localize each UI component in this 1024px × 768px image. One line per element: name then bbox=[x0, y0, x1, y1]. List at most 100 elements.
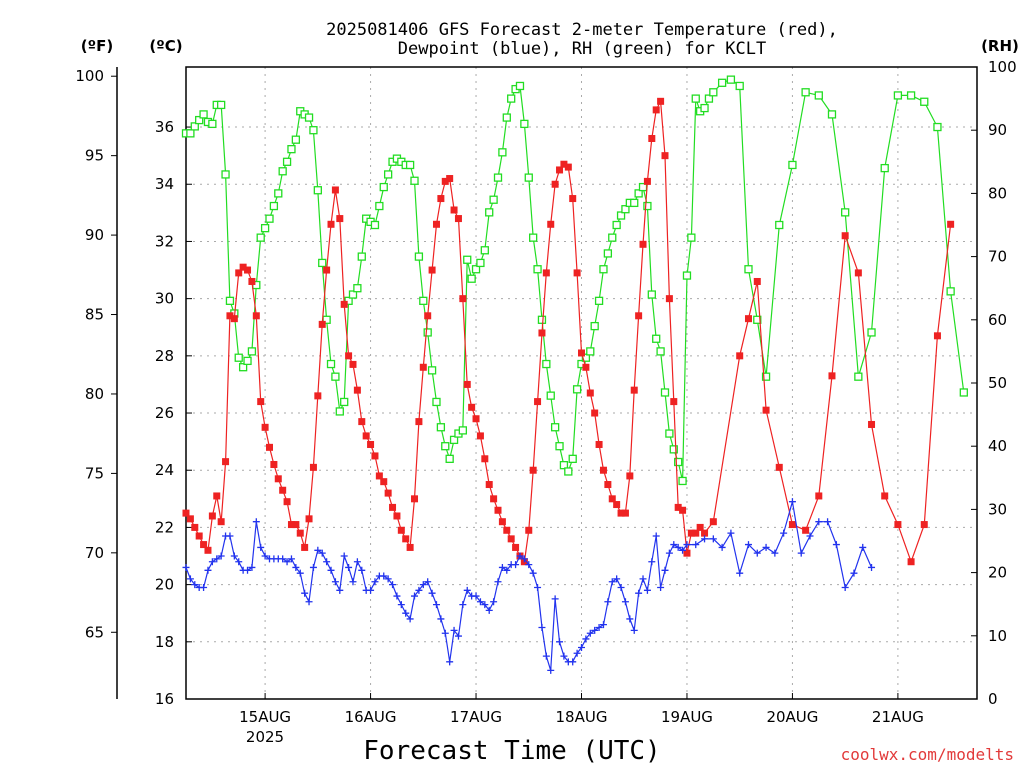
dewpoint-point bbox=[292, 563, 300, 571]
temperature-point bbox=[626, 472, 634, 480]
dewpoint-point bbox=[679, 546, 687, 554]
dewpoint-point bbox=[305, 598, 313, 606]
temperature-point bbox=[358, 418, 366, 426]
dewpoint-point bbox=[797, 549, 805, 557]
fahrenheit-tick-label: 100 bbox=[75, 67, 104, 85]
rh-point bbox=[854, 372, 863, 381]
dewpoint-point bbox=[208, 558, 216, 566]
axes bbox=[111, 66, 978, 700]
temperature-point bbox=[744, 315, 752, 323]
dewpoint-point bbox=[283, 558, 291, 566]
celsius-tick-label: 28 bbox=[155, 347, 174, 365]
rh-point bbox=[700, 103, 709, 113]
fahrenheit-axis-unit: (ºF) bbox=[81, 37, 113, 55]
temperature-point bbox=[340, 300, 348, 308]
temperature-point bbox=[318, 320, 326, 328]
dewpoint-point bbox=[665, 549, 673, 557]
temperature-point bbox=[314, 392, 322, 400]
temperature-point bbox=[195, 532, 203, 540]
dewpoint-point bbox=[419, 581, 427, 589]
temperature-point bbox=[248, 277, 256, 285]
temperature-point bbox=[389, 503, 397, 511]
rh-point bbox=[906, 91, 916, 100]
rh-point bbox=[542, 359, 551, 369]
dewpoint-point bbox=[389, 581, 397, 589]
temperature-point bbox=[687, 529, 695, 537]
rh-axis-unit: (RH) bbox=[981, 37, 1019, 55]
rh-point bbox=[419, 296, 428, 305]
rh-point bbox=[643, 201, 652, 211]
rh-point bbox=[608, 233, 617, 242]
temperature-point bbox=[331, 186, 339, 194]
rh-point bbox=[959, 388, 968, 397]
x-tick-label: 15AUG bbox=[239, 708, 291, 726]
fahrenheit-tick-label: 70 bbox=[85, 544, 104, 562]
dewpoint-point bbox=[626, 615, 634, 623]
rh-point bbox=[471, 265, 481, 274]
dewpoint-point bbox=[525, 561, 533, 569]
temperature-point bbox=[560, 160, 568, 168]
temperature-point bbox=[239, 263, 247, 271]
rh-point bbox=[287, 145, 296, 154]
rh-point bbox=[709, 88, 718, 97]
fahrenheit-tick-label: 85 bbox=[85, 306, 104, 324]
temperature-point bbox=[384, 489, 392, 497]
temperature-point bbox=[604, 481, 612, 489]
dewpoint-point bbox=[358, 566, 366, 574]
dewpoint-point bbox=[301, 589, 309, 597]
rh-point bbox=[814, 91, 823, 100]
dewpoint-point bbox=[446, 658, 454, 666]
dewpoint-point bbox=[182, 563, 190, 571]
rh-tick-label: 90 bbox=[988, 121, 1007, 139]
rh-point bbox=[529, 233, 538, 242]
dewpoint-point bbox=[415, 586, 423, 594]
dewpoint-point bbox=[261, 552, 269, 560]
temperature-point bbox=[692, 529, 700, 537]
temperature-point bbox=[265, 443, 273, 451]
temperature-point bbox=[621, 509, 629, 517]
fahrenheit-tick-label: 65 bbox=[85, 623, 104, 641]
celsius-tick-label: 30 bbox=[155, 290, 174, 308]
rh-point bbox=[383, 170, 393, 179]
celsius-tick-label: 20 bbox=[155, 576, 174, 594]
rh-point bbox=[572, 385, 582, 394]
temperature-point bbox=[630, 386, 638, 394]
rh-point bbox=[652, 334, 661, 343]
chart-title-line2: Dewpoint (blue), RH (green) for KCLT bbox=[398, 39, 766, 59]
dewpoint-point bbox=[235, 558, 243, 566]
rh-point bbox=[493, 173, 503, 182]
dewpoint-point bbox=[186, 575, 194, 583]
rh-point bbox=[656, 347, 665, 356]
rh-point bbox=[441, 442, 450, 451]
dewpoint-point bbox=[481, 601, 489, 609]
temperature-point bbox=[556, 166, 564, 174]
fahrenheit-tick-label: 95 bbox=[85, 147, 104, 165]
dewpoint-point bbox=[318, 549, 326, 557]
dewpoint-point bbox=[591, 626, 599, 634]
dewpoint-point bbox=[556, 638, 564, 646]
dewpoint-point bbox=[367, 586, 375, 594]
rh-point bbox=[331, 372, 340, 381]
dewpoint-point bbox=[454, 632, 462, 640]
rh-point bbox=[427, 366, 437, 375]
temperature-point bbox=[608, 495, 616, 503]
temperature-point bbox=[367, 440, 375, 448]
rh-point bbox=[186, 129, 195, 138]
rh-point bbox=[208, 119, 217, 129]
temperature-point bbox=[736, 352, 744, 360]
rh-point bbox=[353, 284, 362, 293]
temperature-point bbox=[393, 512, 401, 520]
dewpoint-point bbox=[582, 635, 590, 643]
temperature-point bbox=[459, 295, 467, 303]
rh-point bbox=[920, 97, 929, 106]
rh-point bbox=[893, 91, 903, 100]
dewpoint-point bbox=[744, 541, 752, 549]
temperature-point bbox=[327, 220, 335, 228]
rh-point bbox=[564, 467, 573, 476]
rh-point bbox=[410, 176, 419, 185]
temperature-point bbox=[648, 134, 656, 142]
rh-point bbox=[801, 88, 810, 97]
rh-point bbox=[841, 208, 850, 217]
dewpoint-point bbox=[380, 572, 388, 580]
rh-point bbox=[405, 160, 415, 170]
